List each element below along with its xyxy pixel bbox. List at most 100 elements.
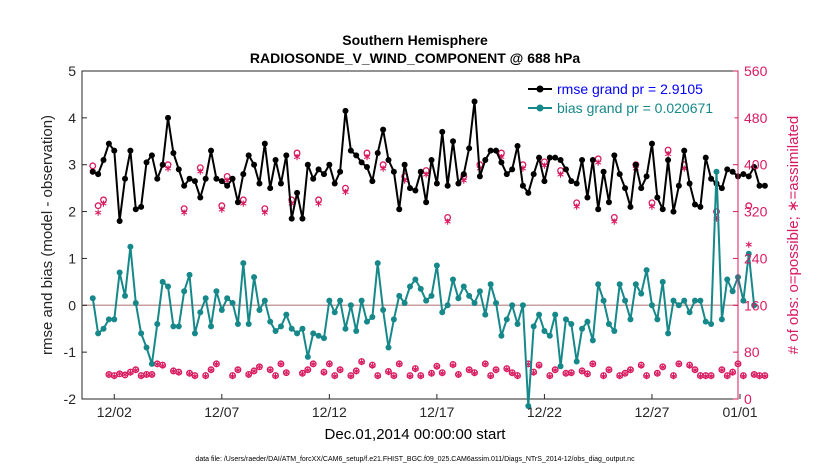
bias-point [320,335,327,342]
obs-possible-point [567,369,575,377]
obs-assimilated-point: * [288,200,295,215]
bias-point [251,274,258,281]
y-tick-label: -2 [64,391,77,407]
obs-assimilated-point: * [439,369,446,384]
rmse-point [396,206,403,213]
obs-possible-point [342,184,349,192]
obs-assimilated-point: * [525,360,532,375]
legend-rmse-label: rmse grand pr = 2.9105 [557,81,703,97]
obs-assimilated-point: * [299,370,306,385]
rmse-point [272,157,279,164]
rmse-point [283,152,290,159]
rmse-point [315,166,322,173]
rmse-point [122,175,129,182]
rmse-point [288,215,295,222]
bias-point [326,297,333,304]
obs-assimilated-point: * [546,372,553,387]
obs-assimilated-point: * [460,176,467,191]
rmse-point [369,178,376,185]
obs-assimilated-point: * [390,372,397,387]
rmse-point [245,152,252,159]
bias-point [455,295,462,302]
obs-assimilated-point: * [127,368,134,383]
obs-possible-point [229,372,237,380]
data-file-footnote: data file: /Users/raeder/DAI/ATM_forcXX/… [195,456,635,463]
rmse-point [622,185,629,192]
bias-point [562,316,569,323]
obs-assimilated-point: * [713,214,720,229]
rmse-point [390,168,397,175]
obs-assimilated-point: * [401,176,408,191]
obs-possible-point [406,372,414,380]
bias-point [294,330,301,337]
obs-assimilated-point: * [396,360,403,375]
obs-possible-point [218,202,226,210]
obs-assimilated-point: * [466,366,473,381]
obs-assimilated-point: * [251,367,258,382]
bias-point [433,262,440,269]
bias-point [342,325,349,332]
rmse-point [331,180,338,187]
bias-point [256,306,263,313]
rmse-point [557,157,564,164]
obs-possible-point [261,205,269,213]
rmse-point [568,178,575,185]
x-tick-label: 12/22 [527,404,562,420]
obs-possible-point [583,370,591,378]
rmse-point [697,203,704,210]
bias-point [407,283,413,290]
obs-possible-point [126,368,134,376]
bias-point [234,321,241,328]
bias-point [552,311,559,318]
rmse-point [208,147,215,154]
rmse-point [482,157,489,164]
rmse-point [175,166,182,173]
rmse-point [611,152,618,159]
bias-point [122,292,129,299]
rmse-point [148,152,155,159]
obs-possible-point [605,366,613,374]
obs-possible-point [196,164,204,172]
obs-assimilated-point: * [659,363,666,378]
bias-point [95,330,102,337]
bias-point [116,269,123,276]
rmse-point [718,185,725,192]
y2-tick-label: 240 [744,250,768,266]
rmse-point [165,114,172,121]
obs-possible-point [175,368,183,376]
obs-assimilated-point: * [165,165,172,180]
bias-point [450,276,457,283]
rmse-point [536,154,543,161]
obs-assimilated-point: * [643,372,650,387]
obs-assimilated-point: * [89,168,96,183]
obs-possible-point [331,372,339,380]
obs-possible-point [438,369,446,377]
obs-possible-point [255,363,263,371]
rmse-point [600,168,607,175]
obs-assimilated-point: * [692,366,699,381]
rmse-point [509,166,516,173]
y-tick-label: -1 [64,344,77,360]
bias-point [659,278,666,285]
bias-point [541,328,548,335]
bias-point [460,283,467,290]
bias-point [175,323,182,330]
obs-possible-point [546,372,554,380]
obs-possible-point [379,161,387,169]
rmse-point [267,185,274,192]
bias-point [380,306,387,313]
rmse-point [675,182,682,189]
rmse-point [691,201,698,208]
rmse-point [224,182,231,189]
x-tick-label: 12/07 [204,404,239,420]
obs-possible-point [309,360,317,368]
obs-possible-point [723,372,731,380]
obs-assimilated-point: * [756,372,763,387]
obs-possible-point [234,366,242,374]
obs-possible-point [454,370,462,378]
y2-tick-label: 320 [744,204,768,220]
obs-possible-point [444,213,452,221]
bias-series-layer [89,168,758,410]
